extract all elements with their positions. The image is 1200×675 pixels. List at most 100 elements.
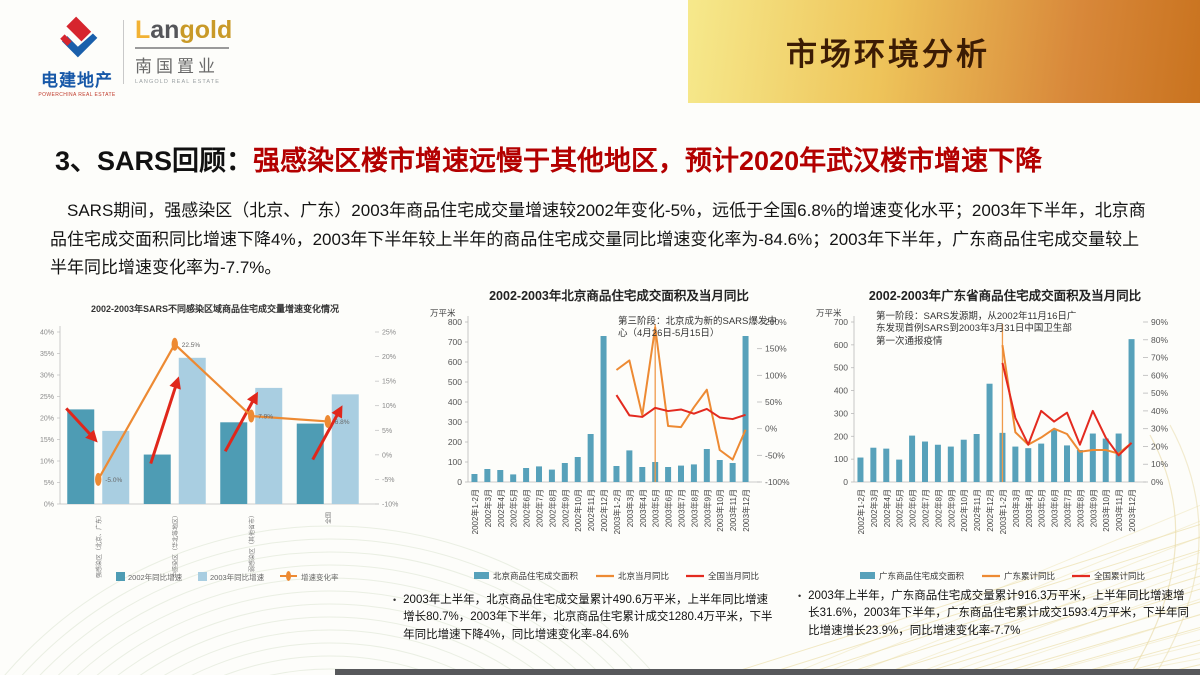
svg-text:40%: 40% bbox=[1151, 406, 1168, 416]
powerchina-logo-icon bbox=[60, 16, 98, 58]
svg-text:50%: 50% bbox=[765, 397, 782, 407]
svg-text:2002年8月: 2002年8月 bbox=[547, 489, 557, 527]
svg-text:2002年9月: 2002年9月 bbox=[946, 489, 956, 527]
svg-text:强感染区（北京、广东）: 强感染区（北京、广东） bbox=[95, 512, 103, 578]
svg-text:北京当月同比: 北京当月同比 bbox=[618, 571, 669, 581]
svg-text:2003年8月: 2003年8月 bbox=[1075, 489, 1085, 527]
svg-text:2003年1-2月: 2003年1-2月 bbox=[612, 489, 622, 534]
svg-text:25%: 25% bbox=[40, 394, 54, 401]
svg-text:0%: 0% bbox=[44, 502, 54, 509]
svg-text:2002年11月: 2002年11月 bbox=[972, 489, 982, 531]
slide-title: 3、SARS回顾：强感染区楼市增速远慢于其他地区，预计2020年武汉楼市增速下降 bbox=[55, 139, 1185, 178]
svg-text:广东累计同比: 广东累计同比 bbox=[1004, 571, 1055, 581]
svg-text:2003年9月: 2003年9月 bbox=[702, 489, 712, 527]
svg-text:万平米: 万平米 bbox=[816, 308, 842, 318]
chart-infection-zones-title: 2002-2003年SARS不同感染区域商品住宅成交量增速变化情况 bbox=[90, 304, 340, 314]
svg-text:700: 700 bbox=[448, 337, 462, 347]
svg-text:5%: 5% bbox=[382, 428, 392, 435]
svg-text:300: 300 bbox=[448, 417, 462, 427]
svg-text:-50%: -50% bbox=[765, 450, 785, 460]
svg-text:全国累计同比: 全国累计同比 bbox=[1094, 571, 1145, 581]
section-banner: 市场环境分析 bbox=[688, 0, 1200, 103]
svg-text:20%: 20% bbox=[40, 416, 54, 423]
svg-text:2003年4月: 2003年4月 bbox=[638, 489, 648, 527]
section-banner-title: 市场环境分析 bbox=[786, 37, 990, 72]
svg-text:300: 300 bbox=[834, 408, 848, 418]
svg-text:2002年3月: 2002年3月 bbox=[869, 489, 879, 527]
chart-infection-zones: 2002-2003年SARS不同感染区域商品住宅成交量增速变化情况 0% 5% 10… bbox=[16, 302, 414, 595]
svg-text:2002年10月: 2002年10月 bbox=[959, 489, 969, 532]
svg-text:15%: 15% bbox=[40, 437, 54, 444]
svg-text:全国当月同比: 全国当月同比 bbox=[708, 571, 759, 581]
chart-guangdong: 2002-2003年广东省商品住宅成交面积及当月同比 0 100 200 300 400… bbox=[814, 285, 1196, 595]
chart-beijing-title: 2002-2003年北京商品住宅成交面积及当月同比 bbox=[489, 289, 749, 303]
langold-logo-rule bbox=[135, 47, 229, 49]
svg-text:弱感染区（其他省市）: 弱感染区（其他省市） bbox=[248, 512, 256, 572]
svg-text:2003年5月: 2003年5月 bbox=[651, 489, 661, 527]
svg-text:2003年7月: 2003年7月 bbox=[1063, 489, 1073, 527]
guangdong-bullet-text: 2003年上半年，广东商品住宅成交量累计916.3万平米，上半年同比增速增长31… bbox=[808, 590, 1190, 637]
svg-text:2002年12月: 2002年12月 bbox=[985, 489, 995, 532]
svg-text:-10%: -10% bbox=[382, 502, 398, 509]
svg-text:10%: 10% bbox=[382, 403, 396, 410]
svg-text:0%: 0% bbox=[1151, 477, 1164, 487]
guangdong-bullet: • 2003年上半年，广东商品住宅成交量累计916.3万平米，上半年同比增速增长… bbox=[798, 588, 1192, 640]
svg-text:0%: 0% bbox=[382, 452, 392, 459]
svg-text:150%: 150% bbox=[765, 344, 787, 354]
chart-guangdong-title: 2002-2003年广东省商品住宅成交面积及当月同比 bbox=[868, 289, 1142, 303]
svg-text:30%: 30% bbox=[1151, 424, 1168, 434]
svg-text:2002年8月: 2002年8月 bbox=[933, 489, 943, 527]
svg-text:60%: 60% bbox=[1151, 370, 1168, 380]
svg-text:5%: 5% bbox=[44, 480, 54, 487]
svg-text:25%: 25% bbox=[382, 330, 396, 337]
svg-text:2003年8月: 2003年8月 bbox=[689, 489, 699, 527]
svg-text:22.5%: 22.5% bbox=[182, 342, 201, 349]
bottom-decoration bbox=[4, 424, 1200, 675]
chart-guangdong-annotation: 第一阶段：SARS发源期，从2002年11月16日广东发现首例SARS到2003… bbox=[876, 311, 1077, 347]
svg-text:200: 200 bbox=[448, 437, 462, 447]
svg-text:2003年9月: 2003年9月 bbox=[1088, 489, 1098, 527]
svg-text:2003年同比增速: 2003年同比增速 bbox=[210, 572, 265, 582]
svg-text:200: 200 bbox=[834, 431, 848, 441]
header: 电建地产 POWERCHINA REAL ESTATE Langold 南国置业… bbox=[0, 0, 1200, 112]
svg-text:-5.0%: -5.0% bbox=[105, 477, 122, 484]
svg-text:400: 400 bbox=[834, 386, 848, 396]
svg-text:2003年10月: 2003年10月 bbox=[1101, 489, 1111, 532]
svg-text:2002年6月: 2002年6月 bbox=[522, 489, 532, 527]
svg-text:500: 500 bbox=[834, 363, 848, 373]
chart-guangdong-canvas: 0 100 200 300 400 500 600 700 0% 10% 20% 30% 40% 50% 6… bbox=[816, 308, 1168, 581]
svg-text:2002年4月: 2002年4月 bbox=[882, 489, 892, 527]
svg-text:2003年3月: 2003年3月 bbox=[625, 489, 635, 527]
body-paragraph: SARS期间，强感染区（北京、广东）2003年商品住宅成交量增速较2002年变化… bbox=[50, 201, 1146, 278]
beijing-bullet: • 2003年上半年，北京商品住宅成交量累计490.6万平米，上半年同比增速增长… bbox=[393, 592, 773, 644]
svg-text:600: 600 bbox=[834, 340, 848, 350]
svg-text:10%: 10% bbox=[1151, 459, 1168, 469]
svg-text:中感染区（华北等地区）: 中感染区（华北等地区） bbox=[171, 512, 179, 578]
svg-text:7.9%: 7.9% bbox=[258, 414, 273, 421]
logo-divider bbox=[123, 20, 124, 84]
svg-text:2002年3月: 2002年3月 bbox=[483, 489, 493, 527]
svg-text:2002年同比增速: 2002年同比增速 bbox=[128, 572, 183, 582]
svg-text:90%: 90% bbox=[1151, 317, 1168, 327]
chart-beijing-annotation: 第三阶段：北京成为新的SARS爆发中心（4月26日-5月15日） bbox=[618, 316, 777, 340]
svg-text:100: 100 bbox=[448, 457, 462, 467]
svg-text:0%: 0% bbox=[765, 424, 778, 434]
chart-beijing: 2002-2003年北京商品住宅成交面积及当月同比 0 100 200 300 400 5… bbox=[428, 285, 810, 595]
svg-text:2003年12月: 2003年12月 bbox=[741, 489, 751, 532]
svg-text:2002年7月: 2002年7月 bbox=[921, 489, 931, 527]
langold-brand: Langold bbox=[135, 16, 235, 45]
svg-text:2003年11月: 2003年11月 bbox=[1114, 489, 1124, 531]
svg-text:全国: 全国 bbox=[324, 512, 332, 524]
svg-text:-5%: -5% bbox=[382, 477, 394, 484]
svg-text:40%: 40% bbox=[40, 330, 54, 337]
svg-text:2002年5月: 2002年5月 bbox=[509, 489, 519, 527]
svg-text:2002年9月: 2002年9月 bbox=[560, 489, 570, 527]
svg-text:广东商品住宅成交面积: 广东商品住宅成交面积 bbox=[879, 571, 965, 581]
svg-text:80%: 80% bbox=[1151, 335, 1168, 345]
svg-text:100: 100 bbox=[834, 454, 848, 464]
svg-text:2003年12月: 2003年12月 bbox=[1127, 489, 1137, 532]
svg-text:800: 800 bbox=[448, 317, 462, 327]
svg-text:10%: 10% bbox=[40, 459, 54, 466]
beijing-bullet-text: 2003年上半年，北京商品住宅成交量累计490.6万平米，上半年同比增速增长80… bbox=[403, 594, 773, 641]
slide-title-number: 3、SARS回顾： bbox=[55, 146, 254, 176]
